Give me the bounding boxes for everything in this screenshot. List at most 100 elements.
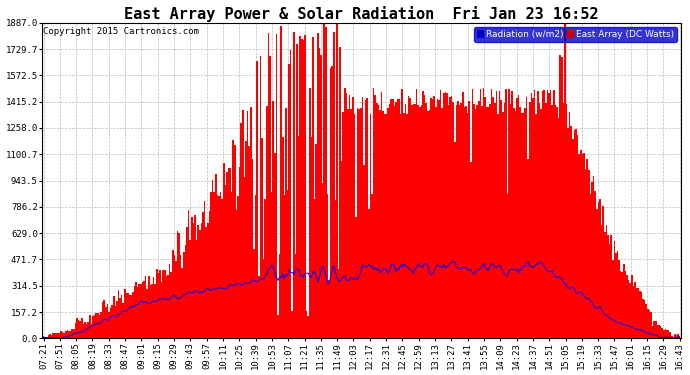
Bar bbox=[233, 140, 234, 338]
Bar bbox=[633, 286, 634, 338]
Bar bbox=[663, 330, 664, 338]
Bar bbox=[291, 312, 293, 338]
Bar bbox=[624, 272, 627, 338]
Bar bbox=[97, 314, 99, 338]
Bar bbox=[293, 32, 295, 338]
Bar bbox=[484, 97, 486, 338]
Bar bbox=[317, 33, 319, 338]
Bar bbox=[368, 209, 370, 338]
Bar bbox=[422, 91, 424, 338]
Bar bbox=[213, 192, 215, 338]
Bar bbox=[73, 328, 75, 338]
Bar bbox=[219, 192, 221, 338]
Bar bbox=[449, 97, 451, 338]
Bar bbox=[598, 202, 599, 338]
Bar bbox=[495, 91, 497, 338]
Bar bbox=[382, 111, 384, 338]
Bar bbox=[504, 103, 505, 338]
Bar bbox=[371, 194, 373, 338]
Title: East Array Power & Solar Radiation  Fri Jan 23 16:52: East Array Power & Solar Radiation Fri J… bbox=[124, 6, 599, 21]
Bar bbox=[489, 104, 491, 338]
Bar bbox=[196, 240, 197, 338]
Bar bbox=[75, 323, 77, 338]
Bar bbox=[257, 61, 258, 338]
Bar bbox=[326, 194, 328, 338]
Bar bbox=[615, 254, 617, 338]
Bar bbox=[127, 293, 129, 338]
Bar bbox=[548, 93, 550, 338]
Bar bbox=[566, 104, 567, 338]
Bar bbox=[459, 105, 460, 338]
Bar bbox=[444, 92, 446, 338]
Bar bbox=[344, 88, 346, 338]
Legend: Radiation (w/m2), East Array (DC Watts): Radiation (w/m2), East Array (DC Watts) bbox=[474, 27, 677, 42]
Bar bbox=[217, 195, 218, 338]
Bar bbox=[333, 32, 335, 338]
Bar bbox=[119, 298, 121, 338]
Bar bbox=[49, 334, 51, 338]
Bar bbox=[395, 102, 397, 338]
Bar bbox=[357, 108, 358, 338]
Bar bbox=[55, 333, 57, 338]
Bar bbox=[599, 198, 601, 338]
Bar bbox=[248, 147, 250, 338]
Bar bbox=[623, 264, 624, 338]
Bar bbox=[303, 40, 304, 338]
Bar bbox=[404, 104, 406, 338]
Bar bbox=[275, 34, 277, 338]
Bar bbox=[618, 260, 620, 338]
Bar bbox=[397, 99, 398, 338]
Bar bbox=[354, 114, 355, 338]
Bar bbox=[417, 105, 419, 338]
Bar bbox=[113, 296, 115, 338]
Bar bbox=[593, 176, 594, 338]
Bar bbox=[218, 196, 219, 338]
Bar bbox=[124, 290, 126, 338]
Bar bbox=[411, 105, 413, 338]
Bar bbox=[255, 195, 257, 338]
Bar bbox=[54, 333, 55, 338]
Bar bbox=[177, 231, 178, 338]
Bar bbox=[99, 315, 100, 338]
Bar bbox=[594, 191, 596, 338]
Bar bbox=[188, 210, 190, 338]
Bar bbox=[515, 111, 516, 338]
Bar bbox=[540, 108, 542, 338]
Bar bbox=[373, 88, 375, 338]
Bar bbox=[465, 106, 467, 338]
Bar bbox=[62, 332, 63, 338]
Bar bbox=[268, 33, 269, 338]
Bar bbox=[509, 90, 510, 338]
Bar bbox=[553, 90, 555, 338]
Bar bbox=[388, 105, 391, 338]
Bar bbox=[86, 324, 88, 338]
Bar bbox=[306, 312, 308, 338]
Bar bbox=[347, 109, 349, 338]
Bar bbox=[310, 137, 312, 338]
Bar bbox=[331, 66, 333, 338]
Bar bbox=[130, 295, 132, 338]
Bar bbox=[170, 272, 172, 338]
Bar bbox=[244, 177, 245, 338]
Bar bbox=[60, 332, 62, 338]
Bar bbox=[295, 254, 296, 338]
Bar bbox=[638, 288, 639, 338]
Bar bbox=[100, 312, 101, 338]
Bar bbox=[426, 103, 427, 338]
Text: Copyright 2015 Cartronics.com: Copyright 2015 Cartronics.com bbox=[43, 27, 199, 36]
Bar bbox=[282, 137, 284, 338]
Bar bbox=[362, 97, 363, 338]
Bar bbox=[180, 255, 181, 338]
Bar bbox=[152, 276, 155, 338]
Bar bbox=[95, 313, 97, 338]
Bar bbox=[190, 240, 191, 338]
Bar bbox=[455, 105, 457, 338]
Bar bbox=[231, 192, 233, 338]
Bar bbox=[221, 199, 223, 338]
Bar bbox=[448, 105, 449, 338]
Bar bbox=[284, 195, 285, 338]
Bar bbox=[206, 227, 207, 338]
Bar bbox=[424, 95, 426, 338]
Bar bbox=[413, 104, 414, 338]
Bar bbox=[43, 336, 44, 338]
